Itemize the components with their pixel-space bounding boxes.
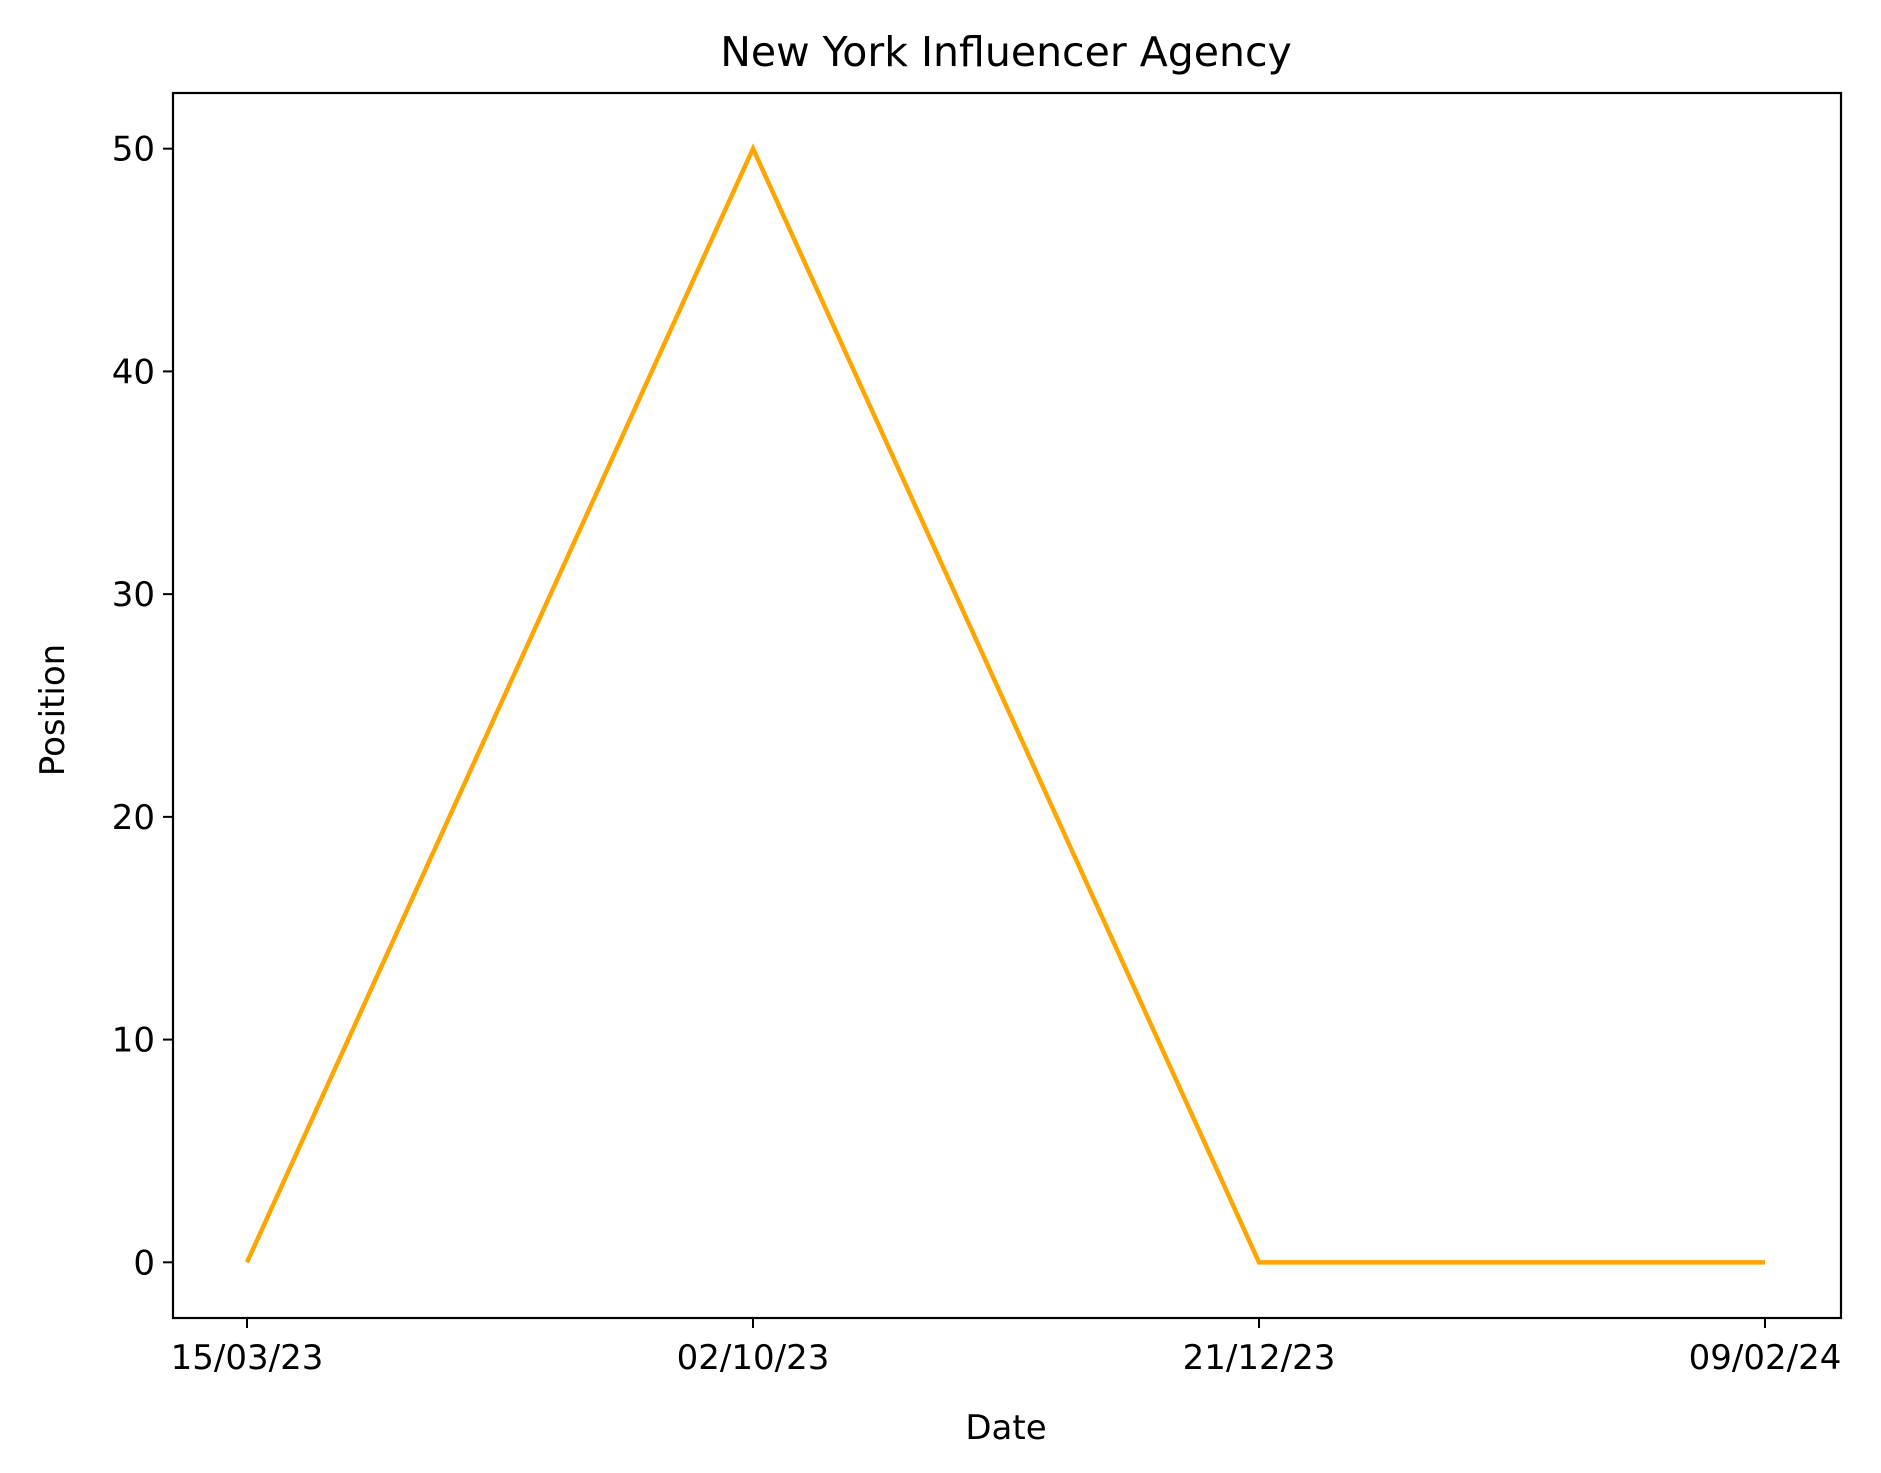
y-axis-label: Position	[33, 644, 73, 776]
x-axis-ticks: 15/03/23 02/10/23 21/12/23 09/02/24	[171, 1318, 1842, 1378]
y-tick-label: 40	[112, 352, 155, 392]
x-tick-label: 21/12/23	[1183, 1338, 1336, 1378]
series-layer	[244, 143, 1766, 1265]
y-tick-label: 0	[133, 1243, 155, 1283]
y-tick-label: 10	[112, 1021, 155, 1061]
y-tick-label: 50	[112, 130, 155, 170]
y-axis-ticks: 0 10 20 30 40 50	[112, 130, 173, 1283]
y-tick-label: 20	[112, 798, 155, 838]
x-axis-label: Date	[965, 1408, 1046, 1448]
x-tick-label: 02/10/23	[677, 1338, 830, 1378]
x-tick-label: 15/03/23	[171, 1338, 324, 1378]
y-tick-label: 30	[112, 575, 155, 615]
chart-title: New York Influencer Agency	[720, 28, 1292, 76]
plot-frame	[171, 91, 1843, 1320]
x-tick-label: 09/02/24	[1689, 1338, 1842, 1378]
series-line	[244, 143, 1765, 1265]
